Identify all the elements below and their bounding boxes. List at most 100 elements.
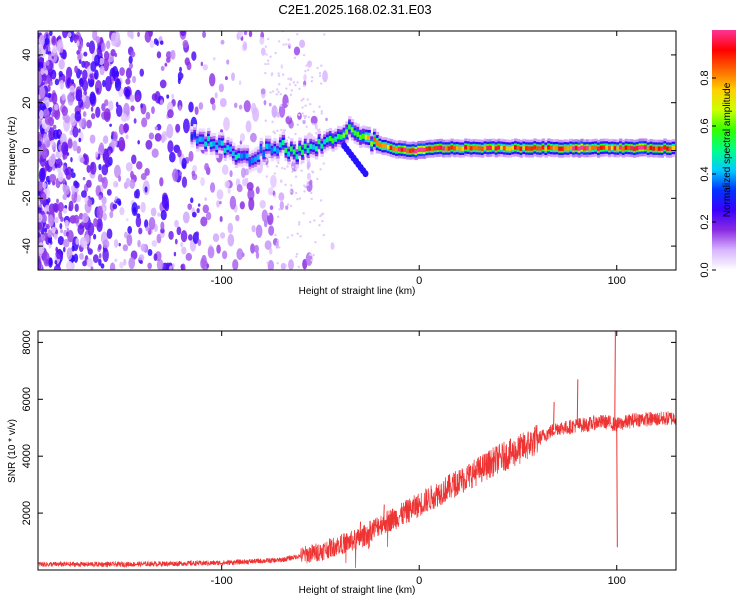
ridge-cell [478,146,482,151]
noise-blob [151,240,158,247]
noise-blob [160,210,167,221]
noise-blob [180,73,184,79]
noise-blob [87,62,91,66]
noise-blob [236,184,243,193]
ridge-cell [298,145,302,151]
noise-blob [137,31,140,37]
noise-blob [144,31,152,43]
ridge-cell [198,136,203,142]
noise-blob [254,244,259,253]
ridge-cell [240,153,244,159]
ridge-cell [469,146,474,151]
noise-blob [227,233,235,247]
noise-blob [176,226,182,236]
noise-blob [86,119,92,129]
noise-blob [38,199,41,206]
ridge-cell [386,144,391,150]
ridge-cell [489,145,493,150]
noise-dot [286,165,289,168]
noise-blob [89,91,96,105]
noise-blob [38,140,42,148]
noise-dot [273,131,277,135]
noise-blob [114,258,118,263]
noise-blob [218,83,225,93]
noise-blob [260,47,266,56]
noise-blob [149,40,155,48]
ridge-cell [223,147,228,153]
noise-blob [70,172,76,179]
noise-blob [122,244,129,252]
noise-blob [160,40,164,45]
noise-blob [310,115,318,125]
noise-blob [50,153,56,165]
noise-blob [216,200,220,208]
noise-blob [157,212,161,217]
ridge-cell [220,140,225,146]
ridge-cell [464,145,468,150]
noise-dot [306,181,309,184]
noise-blob [271,105,278,118]
ridge-cell [397,147,402,152]
noise-blob [51,73,55,80]
noise-blob [76,145,81,154]
ridge-cell [666,146,670,151]
snr-spike [576,379,579,425]
ridge-cell [364,134,369,140]
noise-blob [151,148,159,158]
noise-dot [318,128,321,131]
noise-dot [273,194,276,198]
ridge-cell [384,143,388,149]
ridge-cell [566,146,570,151]
ridge-cell [610,145,615,150]
noise-blob [120,113,128,122]
ridge-cell [494,146,499,151]
noise-blob [132,75,137,84]
noise-blob [238,104,243,110]
noise-blob [97,221,102,228]
noise-blob [140,243,147,252]
noise-blob [227,188,231,194]
noise-blob [98,163,102,171]
noise-blob [279,200,285,211]
noise-blob [106,188,112,196]
noise-blob [108,156,113,166]
noise-blob [153,253,158,262]
noise-dot [294,167,298,170]
noise-blob [263,99,267,106]
noise-blob [71,79,74,85]
ridge-cell [608,146,612,151]
colorbar-gradient [712,30,736,270]
noise-dot [312,123,315,126]
noise-blob [100,177,105,183]
y-tick-label: -20 [21,190,33,206]
noise-blob [125,78,131,85]
y-tick-label: 8000 [21,330,33,354]
ridge-cell [417,147,421,153]
ridge-cell [270,148,275,154]
noise-blob [200,216,208,227]
ridge-cell [361,133,366,139]
ridge-cell [483,145,487,150]
noise-blob [102,79,106,88]
noise-blob [51,112,55,118]
spectrogram-ticks: -100 0 100 -40 -20 0 20 40 [21,31,676,287]
spectrogram-x-axis-label: Height of straight line (km) [299,286,416,297]
noise-dot [267,213,270,216]
noise-blob [102,207,106,212]
noise-dot [265,53,268,56]
noise-blob [79,69,83,75]
noise-blob [81,212,89,224]
ridge-cell [599,145,604,150]
noise-blob [269,205,274,211]
noise-dot [302,212,305,215]
noise-blob [134,94,141,103]
ridge-cell [359,134,363,140]
ridge-cell [480,146,485,151]
noise-blob [102,150,110,164]
noise-dot [310,197,313,201]
noise-dot [281,73,285,76]
noise-blob [138,227,143,235]
noise-blob [71,168,74,173]
noise-blob [125,67,132,79]
noise-blob [166,123,174,139]
